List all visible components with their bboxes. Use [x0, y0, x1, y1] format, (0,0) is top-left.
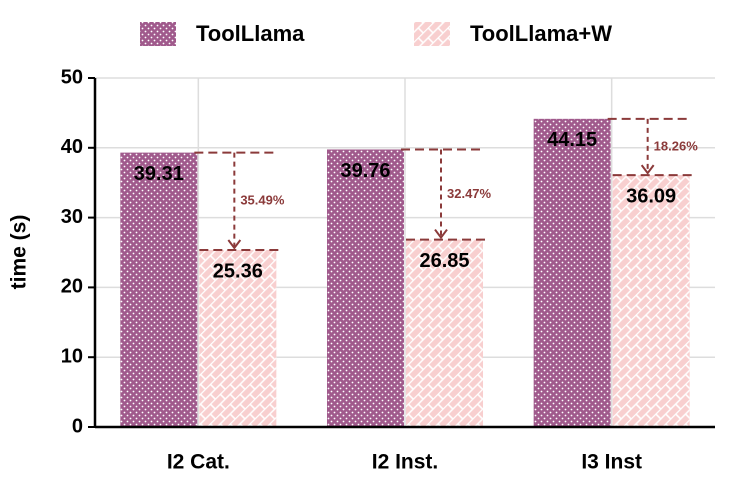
y-tick-label: 10 [61, 345, 83, 367]
y-axis-label: time (s) [8, 215, 31, 290]
y-tick-label: 0 [72, 415, 83, 437]
value-label: 39.76 [340, 160, 390, 182]
bar-pattern [199, 249, 277, 427]
annotation-label: 18.26% [654, 138, 699, 153]
annotation-arrowhead [434, 228, 448, 240]
x-tick-label: I3 Inst [581, 451, 642, 474]
annotation-label: 35.49% [240, 193, 285, 208]
legend-swatch-pattern [414, 22, 450, 46]
y-tick-label: 40 [61, 136, 83, 158]
bar-pattern [612, 175, 690, 427]
bar-pattern [533, 118, 611, 427]
y-tick-label: 50 [61, 66, 83, 88]
bar-pattern [120, 152, 198, 427]
annotation-arrowhead [640, 164, 655, 175]
value-label: 36.09 [626, 185, 676, 207]
x-tick-label: I2 Cat. [167, 451, 230, 474]
value-label: 39.31 [134, 163, 184, 185]
annotation-arrowhead [227, 239, 242, 250]
x-tick-label: I2 Inst. [372, 451, 439, 474]
value-label: 26.85 [419, 250, 469, 272]
y-tick-label: 30 [61, 206, 83, 228]
bar-pattern [327, 149, 404, 427]
legend-swatch-pattern [140, 22, 176, 46]
legend-label: ToolLlama [196, 21, 305, 46]
bar-pattern [406, 239, 483, 427]
legend-label: ToolLlama+W [470, 21, 612, 46]
value-label: 25.36 [213, 260, 263, 282]
value-label: 44.15 [547, 129, 597, 151]
y-tick-label: 20 [61, 276, 83, 298]
annotation-label: 32.47% [447, 186, 492, 201]
